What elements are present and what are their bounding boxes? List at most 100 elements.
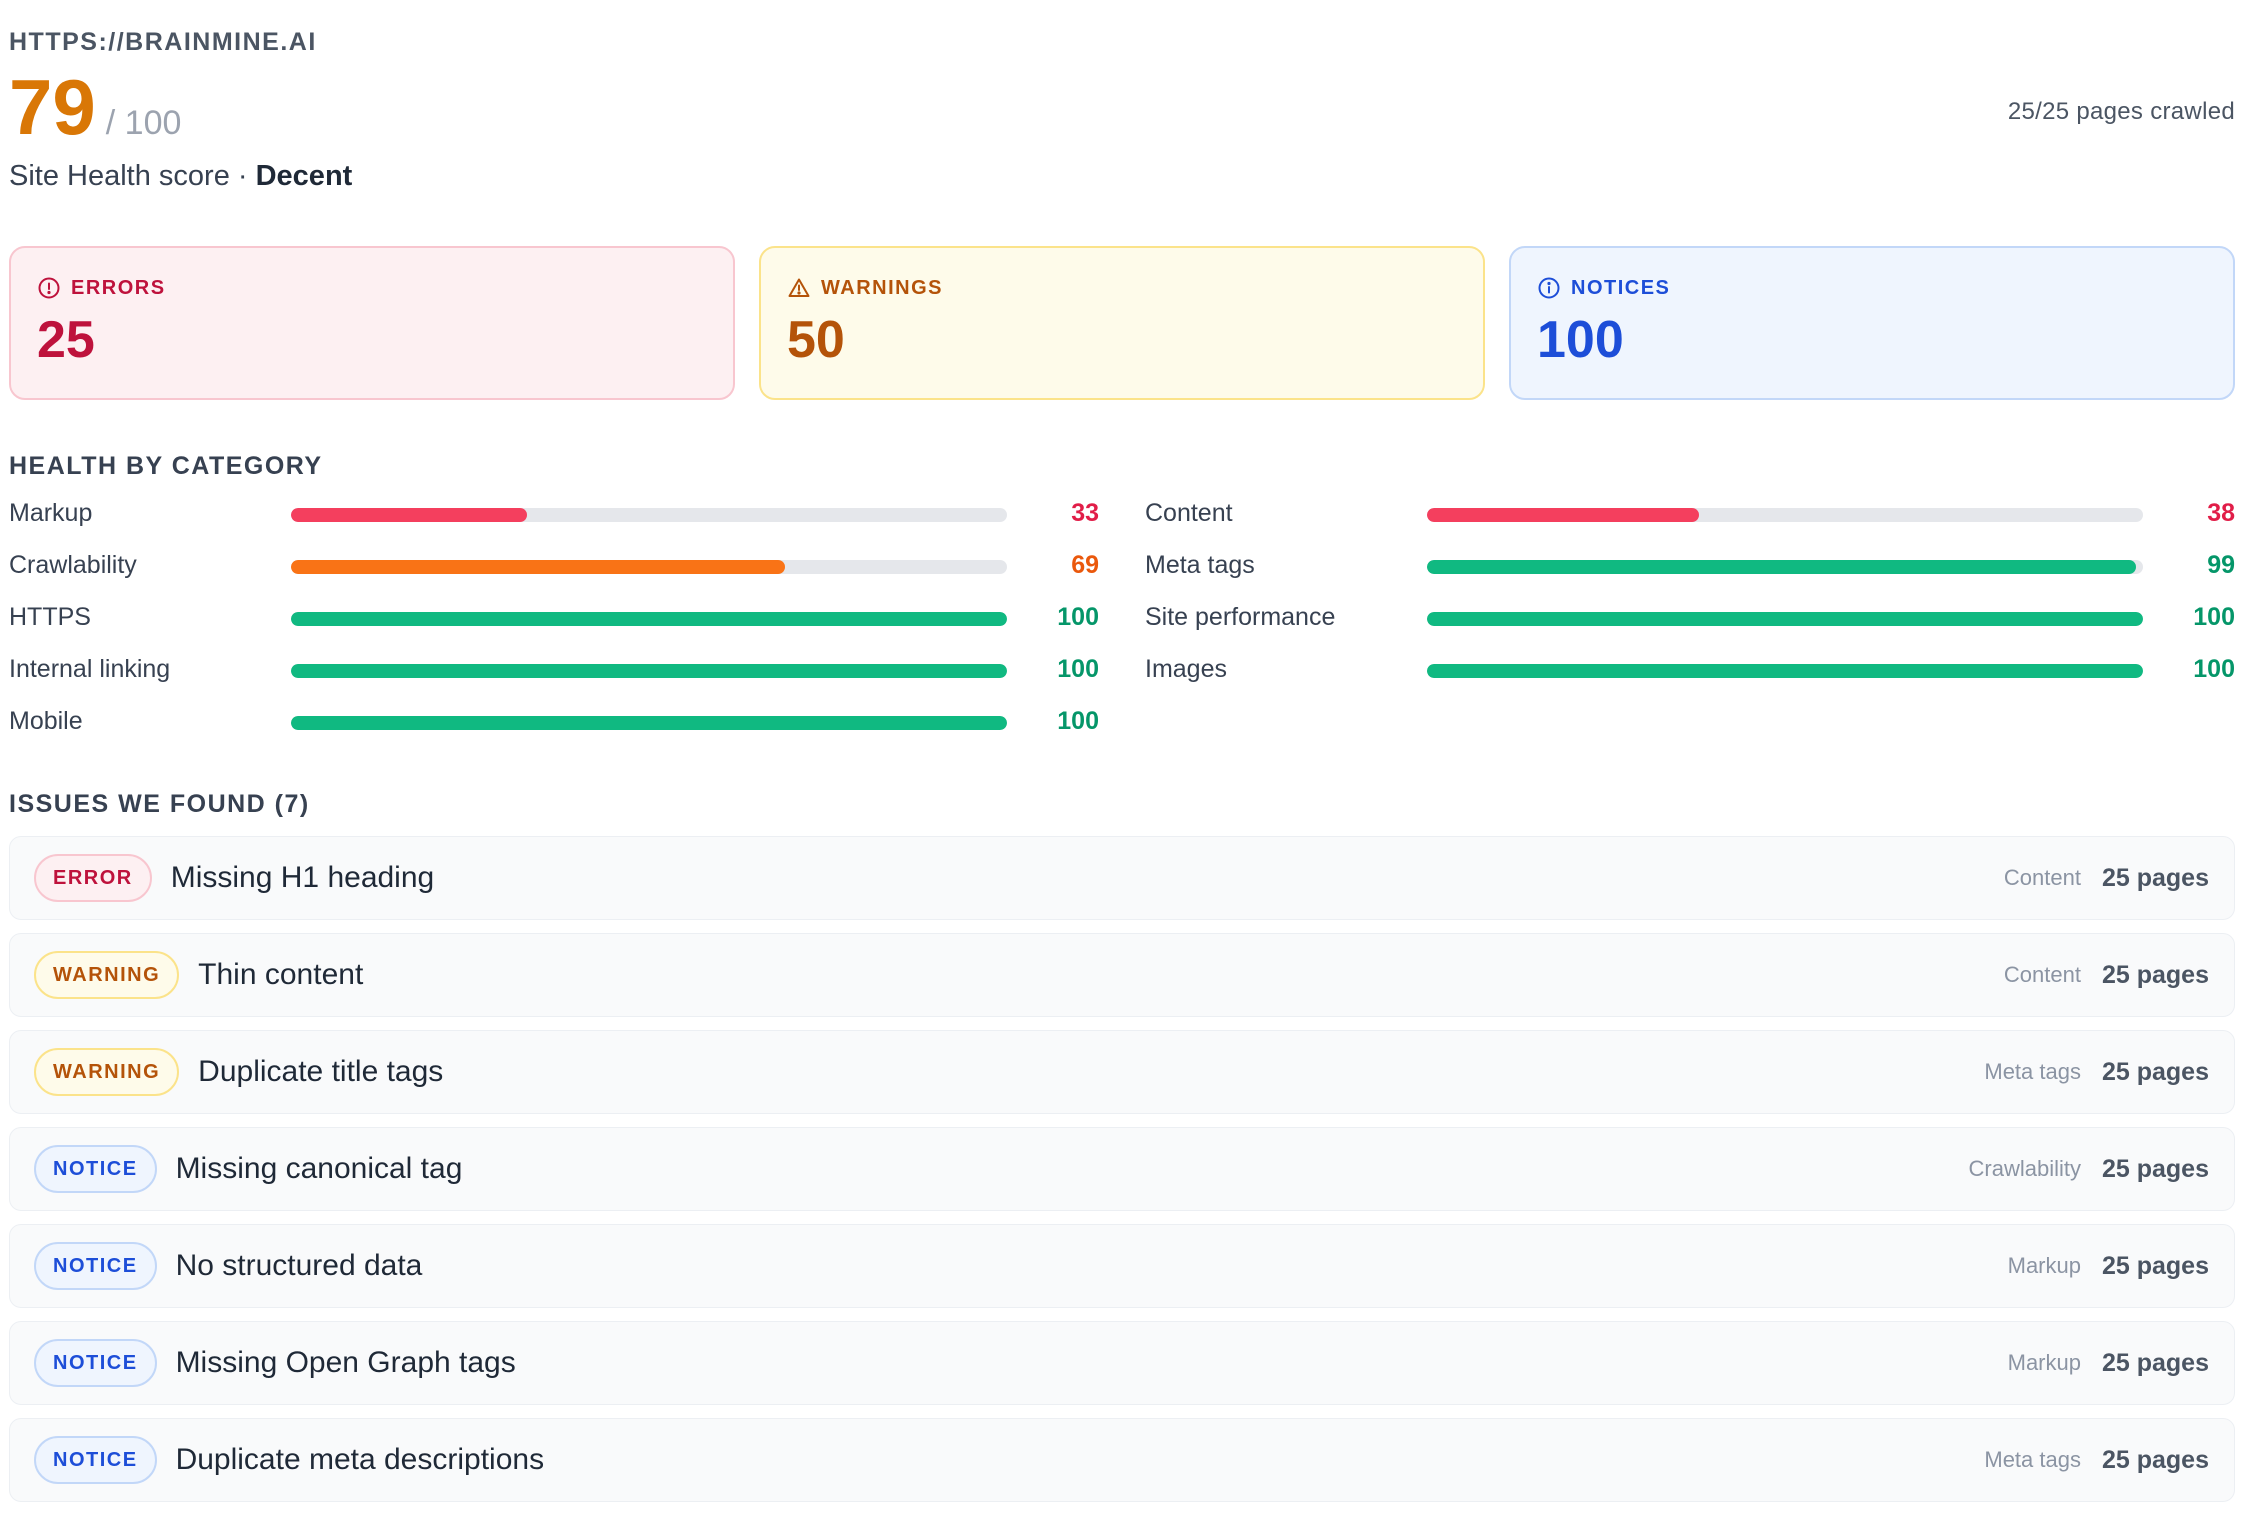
score-max: / 100 [105, 104, 182, 142]
warning-badge: WARNING [34, 1048, 180, 1096]
category-progress-fill [1427, 664, 2143, 678]
errors-card[interactable]: ERRORS 25 [9, 246, 735, 400]
category-label: Content [1145, 499, 1233, 527]
notices-count: 100 [1537, 311, 1624, 369]
category-column-left: Markup 33 Crawlability 69 HTTPS 100 Internal l… [9, 498, 1099, 758]
issue-category: Markup [2007, 1253, 2081, 1278]
issue-affected-pages: 25 pages [2101, 1348, 2209, 1377]
category-label: Mobile [9, 707, 83, 735]
category-progress-fill [1427, 560, 2136, 574]
category-score: 100 [1057, 707, 1099, 735]
category-progress-track [291, 560, 1007, 574]
warnings-count: 50 [787, 311, 845, 369]
category-label: Internal linking [9, 655, 171, 683]
notice-badge: NOTICE [34, 1242, 157, 1290]
category-row-images: Images 100 [1145, 654, 2235, 706]
category-label: Meta tags [1145, 551, 1255, 579]
issue-title: Duplicate meta descriptions [175, 1443, 545, 1476]
category-score: 100 [1057, 603, 1099, 631]
issue-row[interactable]: NOTICE Missing Open Graph tags Markup 25 pa… [9, 1321, 2235, 1405]
category-score: 38 [2207, 499, 2235, 527]
score-caption-prefix: Site Health score · [9, 160, 256, 192]
category-row-meta-tags: Meta tags 99 [1145, 550, 2235, 602]
issue-title: Missing H1 heading [170, 861, 435, 894]
issue-affected-pages: 25 pages [2101, 1057, 2209, 1086]
category-row-site-performance: Site performance 100 [1145, 602, 2235, 654]
issue-row[interactable]: NOTICE Duplicate meta descriptions Meta ta… [9, 1418, 2235, 1502]
category-label: Images [1145, 655, 1227, 683]
category-progress-fill [291, 508, 528, 522]
summary-cards: ERRORS 25 WARNINGS 50 NOTICES 100 [9, 246, 2235, 400]
category-row-internal-linking: Internal linking 100 [9, 654, 1099, 706]
issue-title: Thin content [198, 958, 364, 991]
issue-category: Markup [2007, 1350, 2081, 1375]
category-score: 33 [1071, 499, 1099, 527]
category-progress-fill [291, 716, 1007, 730]
category-score: 100 [1057, 655, 1099, 683]
category-progress-track [1427, 508, 2143, 522]
score-caption: Site Health score · Decent [9, 160, 352, 193]
issue-affected-pages: 25 pages [2101, 1445, 2209, 1474]
category-progress-fill [291, 612, 1007, 626]
category-row-https: HTTPS 100 [9, 602, 1099, 654]
warnings-label: WARNINGS [821, 276, 943, 299]
issue-title: No structured data [175, 1249, 423, 1282]
category-row-crawlability: Crawlability 69 [9, 550, 1099, 602]
category-progress-fill [1427, 612, 2143, 626]
category-row-content: Content 38 [1145, 498, 2235, 550]
category-progress-track [1427, 664, 2143, 678]
warnings-card[interactable]: WARNINGS 50 [759, 246, 1485, 400]
category-score: 99 [2207, 551, 2235, 579]
issue-affected-pages: 25 pages [2101, 960, 2209, 989]
warning-badge: WARNING [34, 951, 180, 999]
category-score: 100 [2193, 655, 2235, 683]
category-label: Markup [9, 499, 93, 527]
notices-label: NOTICES [1571, 276, 1671, 299]
notices-card[interactable]: NOTICES 100 [1509, 246, 2235, 400]
category-label: Crawlability [9, 551, 137, 579]
site-url: HTTPS://BRAINMINE.AI [9, 28, 317, 56]
errors-label: ERRORS [71, 276, 166, 299]
category-progress-track [291, 612, 1007, 626]
health-score: 79 / 100 [9, 68, 181, 146]
issue-category: Content [2003, 865, 2081, 890]
issue-row[interactable]: ERROR Missing H1 heading Content 25 pages [9, 836, 2235, 920]
category-progress-track [1427, 560, 2143, 574]
issue-row[interactable]: WARNING Thin content Content 25 pages [9, 933, 2235, 1017]
category-label: Site performance [1145, 603, 1336, 631]
category-progress-fill [1427, 508, 1700, 522]
warnings-card-header: WARNINGS [787, 276, 1457, 300]
category-progress-track [1427, 612, 2143, 626]
issue-category: Meta tags [1984, 1447, 2081, 1472]
issue-row[interactable]: NOTICE Missing canonical tag Crawlability 2… [9, 1127, 2235, 1211]
category-progress-track [291, 716, 1007, 730]
issue-category: Crawlability [1968, 1156, 2081, 1181]
issue-row[interactable]: NOTICE No structured data Markup 25 pages [9, 1224, 2235, 1308]
notice-badge: NOTICE [34, 1339, 157, 1387]
issue-row[interactable]: WARNING Duplicate title tags Meta tags 25 p… [9, 1030, 2235, 1114]
alert-circle-icon [38, 277, 60, 299]
category-row-mobile: Mobile 100 [9, 706, 1099, 758]
category-score: 69 [1071, 551, 1099, 579]
issue-category: Meta tags [1984, 1059, 2081, 1084]
errors-card-header: ERRORS [37, 276, 707, 300]
issue-title: Missing Open Graph tags [175, 1346, 516, 1379]
issues-title: ISSUES WE FOUND (7) [9, 790, 310, 818]
category-progress-track [291, 508, 1007, 522]
issue-affected-pages: 25 pages [2101, 863, 2209, 892]
issue-affected-pages: 25 pages [2101, 1154, 2209, 1183]
category-progress-fill [291, 560, 786, 574]
error-badge: ERROR [34, 854, 152, 902]
category-score: 100 [2193, 603, 2235, 631]
category-column-right: Content 38 Meta tags 99 Site performance 100 I… [1145, 498, 2235, 706]
health-by-category-title: HEALTH BY CATEGORY [9, 452, 323, 480]
score-value: 79 [9, 63, 96, 151]
pages-crawled: 25/25 pages crawled [2007, 98, 2235, 125]
notice-badge: NOTICE [34, 1145, 157, 1193]
issue-category: Content [2003, 962, 2081, 987]
notice-badge: NOTICE [34, 1436, 157, 1484]
alert-triangle-icon [788, 278, 810, 297]
category-label: HTTPS [9, 603, 91, 631]
issues-list: ERROR Missing H1 heading Content 25 pages WA… [9, 836, 2235, 1515]
